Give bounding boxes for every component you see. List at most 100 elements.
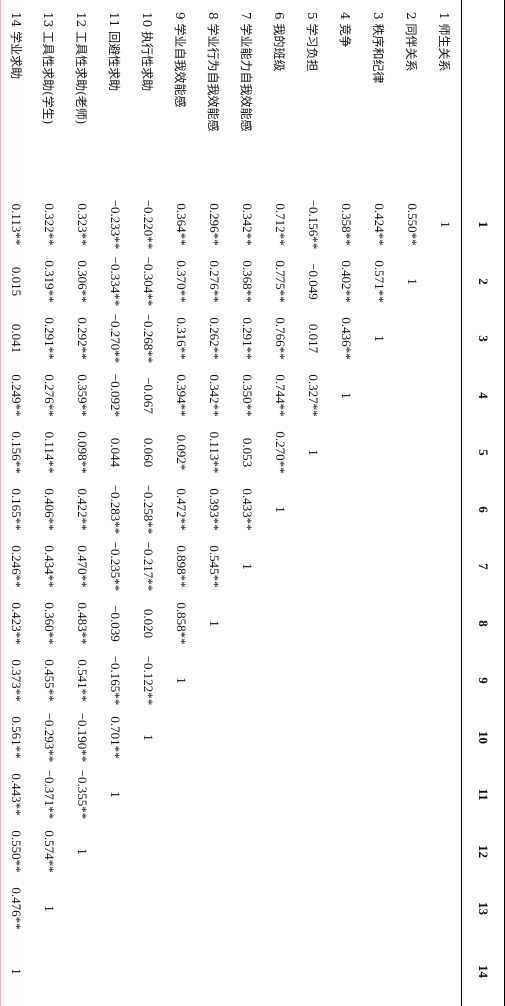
column-header: 3 bbox=[461, 310, 505, 367]
table-cell: −0.049 bbox=[306, 263, 321, 300]
table-cell: 0.393** bbox=[207, 488, 222, 531]
table-cell bbox=[198, 652, 231, 709]
table-cell: 0.060 bbox=[141, 437, 156, 468]
table-cell: 1 bbox=[240, 563, 255, 570]
table-cell: 0.858** bbox=[174, 602, 189, 645]
table-cell: 0.015 bbox=[0, 253, 33, 310]
table-cell: 0.898** bbox=[174, 545, 189, 588]
table-cell: 0.422** bbox=[75, 488, 90, 531]
row-label: 11 回避性求助 bbox=[107, 12, 122, 92]
table-cell: −0.156** bbox=[306, 199, 321, 250]
column-header: 7 bbox=[461, 538, 505, 595]
table-cell: 1 bbox=[405, 278, 420, 285]
table-row: 8 学业行为自我效能感 0.296** 0.276** 0.262** 0.342** 0… bbox=[198, 0, 231, 1006]
table-cell bbox=[297, 880, 330, 937]
table-cell: 0.561** bbox=[0, 709, 33, 766]
table-cell bbox=[165, 937, 198, 1006]
table-cell: 0.113** bbox=[207, 431, 222, 474]
row-label: 4 竞争 bbox=[338, 12, 353, 48]
table-cell: 0.541** bbox=[75, 659, 90, 702]
table-cell bbox=[330, 766, 363, 823]
table-cell bbox=[231, 652, 264, 709]
table-cell bbox=[396, 937, 429, 1006]
table-cell: 0.323** bbox=[75, 203, 90, 246]
row-label: 13 工具性求助(学生) bbox=[41, 12, 56, 125]
row-label: 2 同伴关系 bbox=[404, 12, 419, 72]
table-cell: 0.291** bbox=[42, 317, 57, 360]
table-cell bbox=[132, 937, 165, 1006]
table-cell: 0.360** bbox=[42, 602, 57, 645]
table-cell bbox=[396, 709, 429, 766]
table-cell bbox=[264, 652, 297, 709]
table-cell: 0.246** bbox=[0, 538, 33, 595]
table-cell bbox=[330, 652, 363, 709]
table-cell bbox=[231, 880, 264, 937]
table-cell: −0.233** bbox=[108, 199, 123, 250]
table-cell bbox=[231, 823, 264, 880]
row-label: 12 工具性求助(老师) bbox=[74, 12, 89, 125]
table-cell bbox=[429, 538, 462, 595]
table-cell: 0.327** bbox=[306, 374, 321, 417]
table-row: 9 学业自我效能感 0.364** 0.370** 0.316** 0.394** 0.0… bbox=[165, 0, 198, 1006]
table-cell: 0.156** bbox=[0, 424, 33, 481]
table-cell bbox=[429, 709, 462, 766]
table-cell: −0.067 bbox=[141, 377, 156, 414]
table-cell: −0.334** bbox=[108, 256, 123, 307]
table-cell bbox=[264, 880, 297, 937]
table-cell bbox=[429, 937, 462, 1006]
table-cell bbox=[363, 709, 396, 766]
table-cell bbox=[66, 880, 99, 937]
column-header: 10 bbox=[461, 709, 505, 766]
table-cell: 0.545** bbox=[207, 545, 222, 588]
table-row: 7 学业能力自我效能感 0.342** 0.368** 0.291** 0.350** 0… bbox=[231, 0, 264, 1006]
column-header: 14 bbox=[461, 937, 505, 1006]
table-cell bbox=[396, 652, 429, 709]
table-cell bbox=[264, 595, 297, 652]
table-cell: 0.455** bbox=[42, 659, 57, 702]
column-header: 1 bbox=[461, 196, 505, 253]
table-body: 1 师生关系 1 2 同伴关系 0.550** 1 3 秩序和纪律 0.424** 0.571… bbox=[0, 0, 462, 1006]
column-header bbox=[461, 0, 505, 196]
table-cell: −0.283** bbox=[108, 484, 123, 535]
table-cell bbox=[330, 595, 363, 652]
table-cell bbox=[429, 880, 462, 937]
table-cell: 0.350** bbox=[240, 374, 255, 417]
table-cell: 0.775** bbox=[273, 260, 288, 303]
table-cell bbox=[330, 937, 363, 1006]
table-cell bbox=[396, 424, 429, 481]
table-cell bbox=[396, 766, 429, 823]
table-row: 11 回避性求助 −0.233** −0.334** −0.270** −0.092* 0… bbox=[99, 0, 132, 1006]
table-cell bbox=[396, 823, 429, 880]
table-cell: 0.358** bbox=[339, 203, 354, 246]
table-cell: 0.402** bbox=[339, 260, 354, 303]
table-cell bbox=[330, 538, 363, 595]
column-header: 9 bbox=[461, 652, 505, 709]
table-cell bbox=[165, 709, 198, 766]
table-cell bbox=[429, 766, 462, 823]
column-header: 11 bbox=[461, 766, 505, 823]
table-cell: −0.270** bbox=[108, 313, 123, 364]
table-cell: 0.766** bbox=[273, 317, 288, 360]
table-cell: 0.276** bbox=[42, 374, 57, 417]
table-cell: −0.165** bbox=[108, 655, 123, 706]
table-cell: 0.476** bbox=[0, 880, 33, 937]
table-cell: 0.483** bbox=[75, 602, 90, 645]
table-cell: 0.359** bbox=[75, 374, 90, 417]
table-cell bbox=[297, 823, 330, 880]
column-header: 12 bbox=[461, 823, 505, 880]
table-cell: −0.122** bbox=[141, 655, 156, 706]
table-cell bbox=[264, 937, 297, 1006]
table-cell bbox=[198, 709, 231, 766]
table-cell: 1 bbox=[108, 791, 123, 798]
table-row: 5 学习负担 −0.156** −0.049 0.017 0.327** 1 bbox=[297, 0, 330, 1006]
table-cell bbox=[429, 595, 462, 652]
table-cell: 0.423** bbox=[0, 595, 33, 652]
table-row: 2 同伴关系 0.550** 1 bbox=[396, 0, 429, 1006]
table-cell: 0.114** bbox=[42, 431, 57, 474]
table-cell bbox=[231, 766, 264, 823]
table-cell bbox=[132, 823, 165, 880]
row-label: 10 执行性求助 bbox=[140, 12, 155, 92]
table-row: 6 我的班级 0.712** 0.775** 0.766** 0.744** 0.270*… bbox=[264, 0, 297, 1006]
